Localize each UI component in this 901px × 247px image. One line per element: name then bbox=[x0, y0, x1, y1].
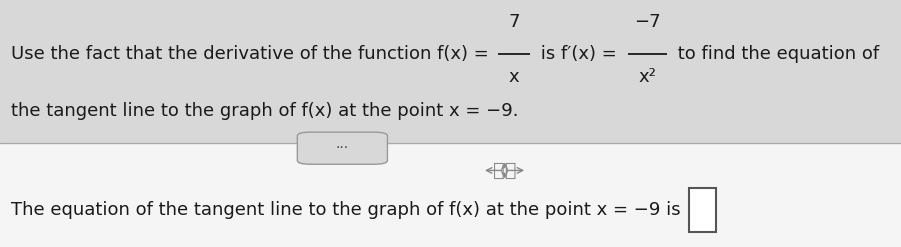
Text: The equation of the tangent line to the graph of f(x) at the point x = −9 is: The equation of the tangent line to the … bbox=[11, 201, 687, 219]
Text: x: x bbox=[509, 68, 520, 85]
Text: the tangent line to the graph of f(x) at the point x = −9.: the tangent line to the graph of f(x) at… bbox=[11, 102, 518, 120]
Bar bbox=[689, 188, 716, 232]
Bar bbox=[0, 143, 901, 247]
Text: ⭢⭣: ⭢⭣ bbox=[493, 161, 516, 180]
Text: x²: x² bbox=[639, 68, 657, 85]
Bar bbox=[0, 0, 901, 143]
Text: −7: −7 bbox=[634, 13, 661, 31]
Text: Use the fact that the derivative of the function f(x) =: Use the fact that the derivative of the … bbox=[11, 45, 495, 63]
FancyBboxPatch shape bbox=[297, 132, 387, 164]
Text: to find the equation of: to find the equation of bbox=[672, 45, 879, 63]
Text: is f′(x) =: is f′(x) = bbox=[535, 45, 623, 63]
Text: ···: ··· bbox=[336, 141, 349, 155]
Text: 7: 7 bbox=[508, 13, 520, 31]
